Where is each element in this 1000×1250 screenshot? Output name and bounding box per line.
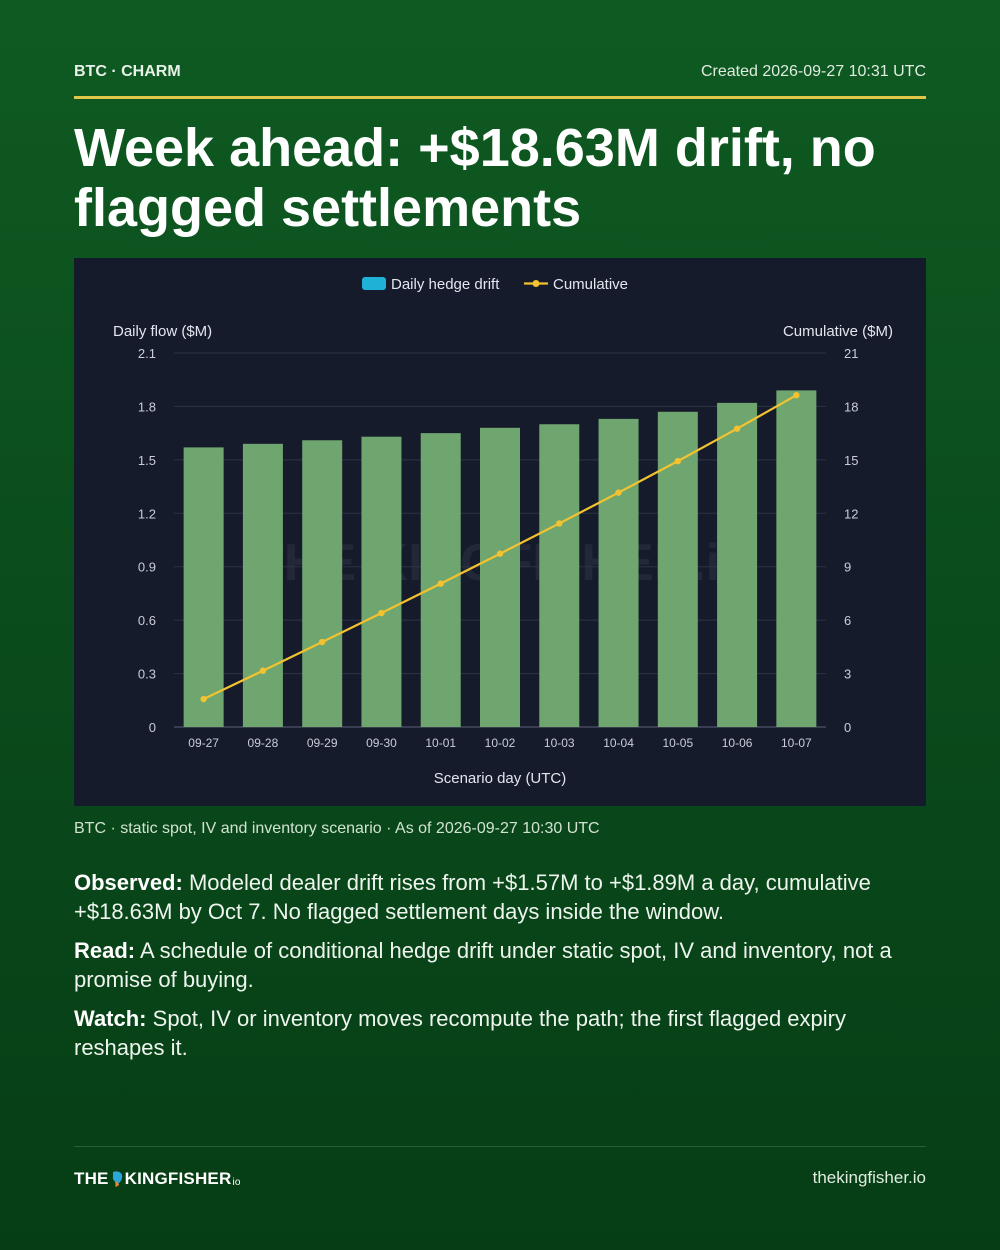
cumulative-point <box>378 609 385 617</box>
note-text: Modeled dealer drift rises from +$1.57M … <box>74 870 871 924</box>
x-tick-label: 10-06 <box>722 736 753 750</box>
y-tick-label: 1.8 <box>138 399 156 414</box>
asset-tag: BTC · CHARM <box>74 63 181 80</box>
y2-tick-label: 0 <box>844 720 851 735</box>
cumulative-point <box>733 425 741 432</box>
y-tick-label: 1.2 <box>138 506 156 521</box>
x-tick-label: 09-27 <box>188 736 219 750</box>
cumulative-point <box>318 638 326 646</box>
note-text: Spot, IV or inventory moves recompute th… <box>74 1006 846 1060</box>
x-tick-label: 10-04 <box>603 736 634 750</box>
created-timestamp: Created 2026-09-27 10:31 UTC <box>700 63 926 80</box>
x-tick-label: 09-28 <box>248 736 279 750</box>
cumulative-point <box>200 695 207 703</box>
y2-tick-label: 6 <box>844 613 851 628</box>
legend-swatch-bar <box>362 277 386 290</box>
bar <box>242 443 283 727</box>
cumulative-point <box>615 489 622 496</box>
cumulative-point <box>674 457 682 465</box>
bar <box>776 390 817 727</box>
chart-panel: THE KINGFISHER.io00.30.60.91.21.51.82.10… <box>74 258 926 806</box>
y-tick-label: 0.6 <box>138 613 156 628</box>
bar <box>657 411 698 727</box>
cumulative-point <box>793 392 800 399</box>
cumulative-point <box>259 667 267 674</box>
chart-caption: BTC · static spot, IV and inventory scen… <box>74 820 600 837</box>
top-bar: BTC · CHARM Created 2026-09-27 10:31 UTC <box>74 60 926 84</box>
bar <box>361 436 402 727</box>
note-label: Observed: <box>74 870 183 895</box>
bar <box>598 418 639 727</box>
cumulative-point <box>437 580 444 587</box>
x-axis-title: Scenario day (UTC) <box>434 770 567 787</box>
cumulative-point <box>496 550 504 557</box>
page-title: Week ahead: +$18.63M drift, no flagged s… <box>74 118 876 238</box>
legend-label-bar: Daily hedge drift <box>391 276 500 293</box>
note-label: Watch: <box>74 1006 147 1031</box>
x-tick-label: 10-02 <box>485 736 516 750</box>
logo-word-kingfisher: KINGFISHER <box>124 1169 232 1188</box>
bar <box>302 440 343 727</box>
combo-chart: THE KINGFISHER.io00.30.60.91.21.51.82.10… <box>113 276 893 787</box>
y2-tick-label: 3 <box>844 667 851 682</box>
bar <box>717 402 758 727</box>
note-text: A schedule of conditional hedge drift un… <box>74 938 892 992</box>
note-observed: Observed: Modeled dealer drift rises fro… <box>74 868 926 926</box>
y2-tick-label: 15 <box>844 453 858 468</box>
logo-suffix: io <box>232 1176 241 1188</box>
notes: Observed: Modeled dealer drift rises fro… <box>74 868 926 1072</box>
bar <box>183 447 224 727</box>
x-tick-label: 09-29 <box>307 736 338 750</box>
y-axis-title: Daily flow ($M) <box>113 323 212 340</box>
note-read: Read: A schedule of conditional hedge dr… <box>74 936 926 994</box>
y2-axis-title: Cumulative ($M) <box>783 323 893 340</box>
x-tick-label: 09-30 <box>366 736 397 750</box>
kingfisher-logo: THE KINGFISHER io <box>74 1166 241 1192</box>
bar <box>480 427 520 727</box>
note-label: Read: <box>74 938 136 963</box>
header-divider <box>74 96 926 99</box>
x-tick-label: 10-03 <box>544 736 575 750</box>
x-tick-label: 10-01 <box>425 736 456 750</box>
y-tick-label: 0.9 <box>138 560 156 575</box>
y-tick-label: 2.1 <box>138 346 156 361</box>
y2-tick-label: 9 <box>844 560 851 575</box>
x-tick-label: 10-07 <box>781 736 812 750</box>
y2-tick-label: 12 <box>844 506 858 521</box>
y2-tick-label: 21 <box>844 346 858 361</box>
note-watch: Watch: Spot, IV or inventory moves recom… <box>74 1004 926 1062</box>
kingfisher-bird-icon <box>112 1171 122 1187</box>
logo-word-the: THE <box>74 1169 109 1188</box>
footer-divider <box>74 1146 926 1147</box>
y-tick-label: 0 <box>149 720 156 735</box>
legend-swatch-line-marker <box>532 280 540 287</box>
y2-tick-label: 18 <box>844 399 858 414</box>
bar <box>420 433 461 727</box>
footer-url[interactable]: thekingfisher.io <box>812 1168 926 1187</box>
legend-label-line: Cumulative <box>553 276 628 293</box>
bar <box>539 424 580 727</box>
x-tick-label: 10-05 <box>662 736 693 750</box>
cumulative-point <box>556 520 563 527</box>
y-tick-label: 1.5 <box>138 453 156 468</box>
y-tick-label: 0.3 <box>138 667 156 682</box>
